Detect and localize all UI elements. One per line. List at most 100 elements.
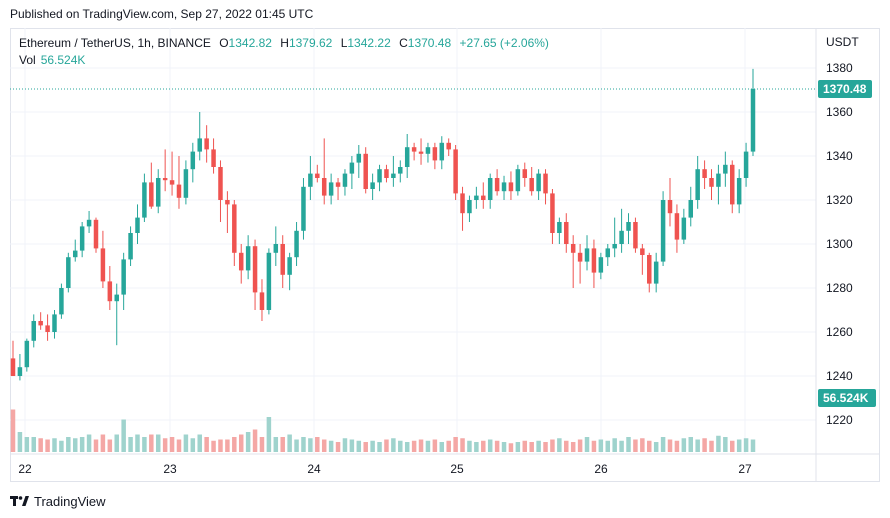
candle-body xyxy=(149,182,154,207)
volume-bar xyxy=(79,437,85,452)
candle-body xyxy=(674,213,680,240)
candle-body xyxy=(273,244,279,253)
candle-body xyxy=(598,257,604,273)
volume-bar xyxy=(501,442,507,452)
candle-body xyxy=(342,173,348,187)
candlestick-chart[interactable]: 1220 1240 1260 1280 1300 1320 1340 1360 1380 1370… xyxy=(10,28,880,482)
volume-bar xyxy=(667,439,673,452)
candle-body xyxy=(577,252,583,262)
volume-bar xyxy=(162,438,168,452)
candle-body xyxy=(211,149,216,167)
candle-body xyxy=(432,147,438,161)
volume-bar xyxy=(308,438,313,452)
volume-bar xyxy=(391,438,396,452)
volume-bar xyxy=(709,440,714,452)
volume-bar xyxy=(31,437,36,452)
y-tick-label: 1380 xyxy=(826,61,853,75)
volume-bar xyxy=(183,434,189,452)
volume-bar xyxy=(564,440,569,452)
volume-bar xyxy=(453,437,458,452)
candle-body xyxy=(460,193,465,214)
volume-bar xyxy=(674,440,680,452)
candle-body xyxy=(280,244,285,275)
currency-label[interactable]: USDT xyxy=(826,35,859,49)
volume-bar xyxy=(24,437,30,452)
candle-body xyxy=(252,246,258,293)
x-tick-label: 25 xyxy=(450,462,464,476)
candle-body xyxy=(557,222,562,233)
candle-body xyxy=(169,180,175,185)
volume-bar xyxy=(591,440,597,452)
candle-body xyxy=(384,169,389,178)
candle-body xyxy=(197,138,202,152)
volume-bar xyxy=(232,437,237,452)
tradingview-footer[interactable]: TradingView xyxy=(10,493,106,509)
symbol-label[interactable]: Ethereum / TetherUS, 1h, BINANCE xyxy=(19,36,211,50)
volume-bar xyxy=(577,439,583,452)
volume-bar xyxy=(736,439,742,452)
candle-body xyxy=(24,340,30,368)
volume-bar xyxy=(633,439,638,452)
volume-bar xyxy=(598,439,604,452)
candle-body xyxy=(550,193,555,233)
candle-body xyxy=(418,151,424,154)
volume-bar xyxy=(730,440,735,452)
candle-body xyxy=(162,178,168,181)
candle-body xyxy=(640,248,645,255)
candle-body xyxy=(494,178,500,192)
candle-body xyxy=(218,167,223,200)
volume-bar xyxy=(626,437,631,452)
candle-body xyxy=(474,195,479,200)
candle-body xyxy=(321,178,327,196)
volume-bar xyxy=(557,438,562,452)
volume-bar xyxy=(605,440,611,452)
volume-bar xyxy=(584,437,590,452)
candle-body xyxy=(695,169,700,200)
candle-body xyxy=(232,204,237,253)
candle-body xyxy=(481,195,486,200)
candle-body xyxy=(723,164,728,174)
candle-body xyxy=(100,248,106,282)
candle-body xyxy=(681,217,687,240)
volume-bar xyxy=(681,438,687,452)
candle-body xyxy=(543,173,548,194)
volume-bar xyxy=(211,440,216,452)
candle-body xyxy=(391,173,396,178)
candle-body xyxy=(52,314,57,332)
volume-bar xyxy=(287,434,292,452)
candle-body xyxy=(31,321,36,341)
volume-bar xyxy=(515,442,521,452)
volume-bar xyxy=(363,442,368,452)
volume-bar xyxy=(273,437,279,452)
volume-bar xyxy=(716,435,721,452)
volume-bar xyxy=(404,442,410,452)
volume-bar xyxy=(743,438,749,452)
candle-body xyxy=(370,182,375,189)
volume-bar xyxy=(384,439,389,452)
candle-body xyxy=(155,178,161,207)
candle-body xyxy=(128,233,133,260)
volume-bar xyxy=(259,437,265,452)
candle-body xyxy=(619,230,624,244)
high-value: 1379.62 xyxy=(288,36,333,50)
candle-body xyxy=(730,164,735,205)
high-label: H xyxy=(280,36,289,50)
candle-body xyxy=(287,257,292,275)
ohlc-legend: Ethereum / TetherUS, 1h, BINANCE O1342.8… xyxy=(19,36,549,50)
candle-body xyxy=(135,217,140,233)
volume-bar xyxy=(225,439,230,452)
candle-body xyxy=(45,325,50,332)
candle-body xyxy=(363,153,368,189)
y-tick-label: 1300 xyxy=(826,237,853,251)
candle-body xyxy=(522,169,528,178)
candle-body xyxy=(660,200,666,262)
y-tick-label: 1280 xyxy=(826,281,853,295)
candle-body xyxy=(308,173,313,187)
candle-body xyxy=(38,321,43,326)
volume-bar xyxy=(647,440,652,452)
candle-body xyxy=(584,248,590,262)
volume-bar xyxy=(619,440,624,452)
candle-body xyxy=(204,138,209,150)
volume-bar xyxy=(328,440,334,452)
volume-bar xyxy=(10,409,16,452)
